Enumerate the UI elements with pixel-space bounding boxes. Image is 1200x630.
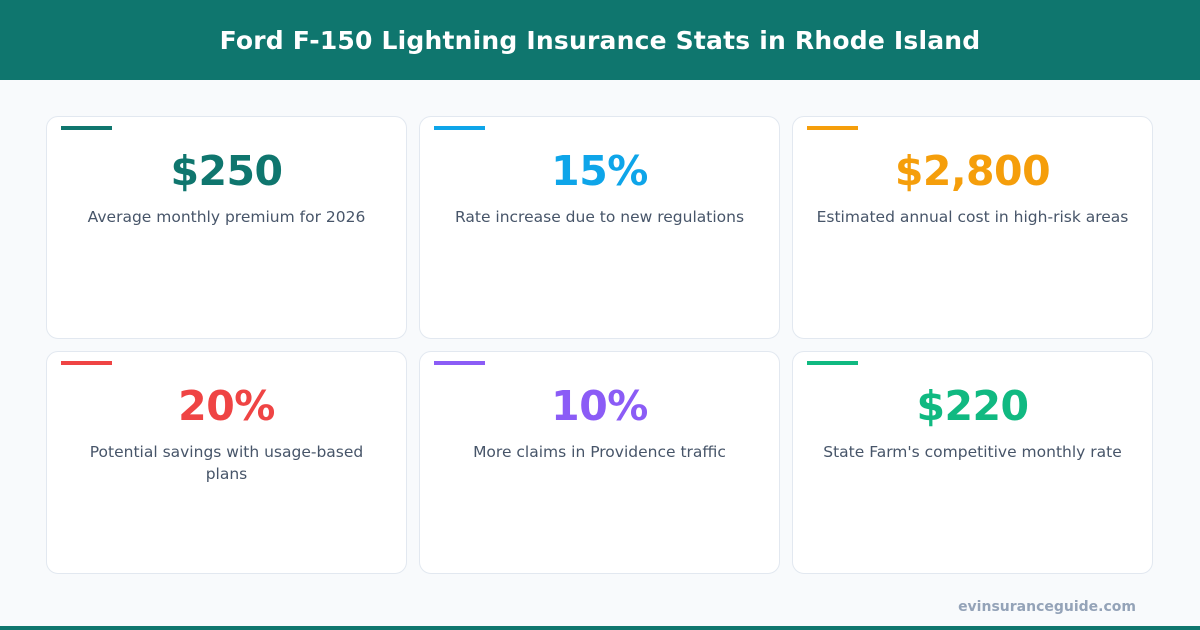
- accent-bar: [434, 126, 485, 130]
- stat-label: Potential savings with usage-based plans: [89, 443, 364, 483]
- stat-value: 15%: [551, 147, 648, 195]
- stat-card: $220 State Farm's competitive monthly ra…: [792, 351, 1153, 574]
- stat-card: 20% Potential savings with usage-based p…: [46, 351, 407, 574]
- stat-card: 15% Rate increase due to new regulations: [419, 116, 780, 339]
- bottom-bar: [0, 626, 1200, 630]
- accent-bar: [807, 361, 858, 365]
- header-banner: Ford F-150 Lightning Insurance Stats in …: [0, 0, 1200, 80]
- stat-card: 10% More claims in Providence traffic: [419, 351, 780, 574]
- stat-value: $250: [170, 147, 283, 195]
- stat-label: More claims in Providence traffic: [473, 443, 726, 461]
- stat-label: Estimated annual cost in high-risk areas: [816, 208, 1129, 226]
- stat-card: $2,800 Estimated annual cost in high-ris…: [792, 116, 1153, 339]
- stat-value: $220: [916, 382, 1029, 430]
- stat-label: Rate increase due to new regulations: [454, 208, 745, 226]
- stat-label: State Farm's competitive monthly rate: [823, 443, 1122, 461]
- accent-bar: [61, 361, 112, 365]
- stat-value: 10%: [551, 382, 648, 430]
- page-title: Ford F-150 Lightning Insurance Stats in …: [219, 25, 981, 55]
- stat-card: $250 Average monthly premium for 2026: [46, 116, 407, 339]
- stat-value: $2,800: [894, 147, 1051, 195]
- accent-bar: [807, 126, 858, 130]
- stat-label: Average monthly premium for 2026: [87, 208, 366, 226]
- accent-bar: [61, 126, 112, 130]
- stat-value: 20%: [178, 382, 275, 430]
- site-url: evinsuranceguide.com: [958, 599, 1136, 615]
- accent-bar: [434, 361, 485, 365]
